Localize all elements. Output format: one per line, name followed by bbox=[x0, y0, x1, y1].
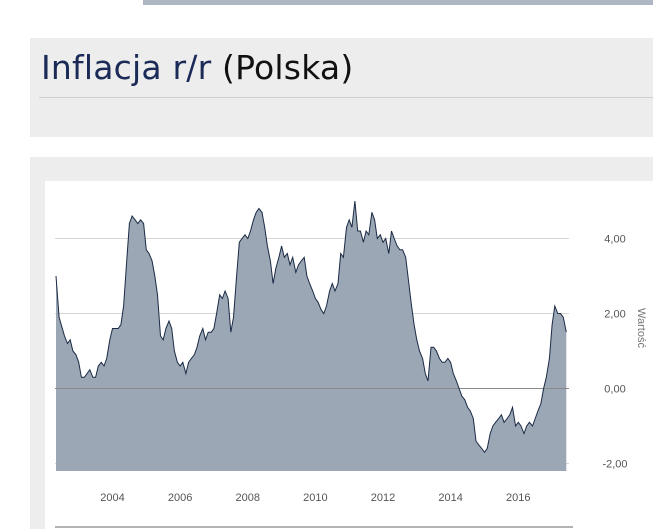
inflation-chart[interactable]: -2,000,002,004,00 2004 2006 2008 2010 2012 20… bbox=[45, 181, 653, 529]
y-axis-title: Wartość bbox=[635, 308, 647, 348]
top-accent-bar bbox=[143, 0, 653, 5]
x-tick-label: 2012 bbox=[371, 492, 395, 504]
title-divider bbox=[39, 97, 653, 98]
area-layer bbox=[55, 200, 569, 471]
series-line bbox=[55, 200, 567, 454]
x-tick-label: 2006 bbox=[168, 492, 192, 504]
chart-container: -2,00 0,00 2,00 4,00 2004 2006 2008 2010 2012 20… bbox=[45, 181, 653, 529]
page-title: Inflacja r/r (Polska) bbox=[41, 48, 353, 87]
x-tick-label: 2016 bbox=[506, 492, 530, 504]
chart-card: -2,00 0,00 2,00 4,00 2004 2006 2008 2010 2012 20… bbox=[30, 157, 653, 529]
y-tick-label: 4,00 bbox=[604, 234, 625, 246]
y-axis: -2,00 0,00 2,00 4,00 bbox=[602, 234, 627, 471]
page-title-main: Inflacja r/r bbox=[41, 48, 212, 87]
y-tick-label: 2,00 bbox=[604, 309, 625, 321]
title-panel: Inflacja r/r (Polska) bbox=[30, 38, 653, 137]
page-title-country: (Polska) bbox=[222, 48, 354, 87]
x-tick-label: 2010 bbox=[303, 492, 327, 504]
x-tick-label: 2008 bbox=[236, 492, 260, 504]
y-tick-label: -2,00 bbox=[602, 459, 627, 471]
x-tick-label: 2014 bbox=[438, 492, 462, 504]
x-axis: 2004 2006 2008 2010 2012 2014 2016 bbox=[55, 492, 573, 528]
x-tick-label: 2004 bbox=[100, 492, 124, 504]
series-area bbox=[56, 201, 567, 471]
y-tick-label: 0,00 bbox=[604, 384, 625, 396]
